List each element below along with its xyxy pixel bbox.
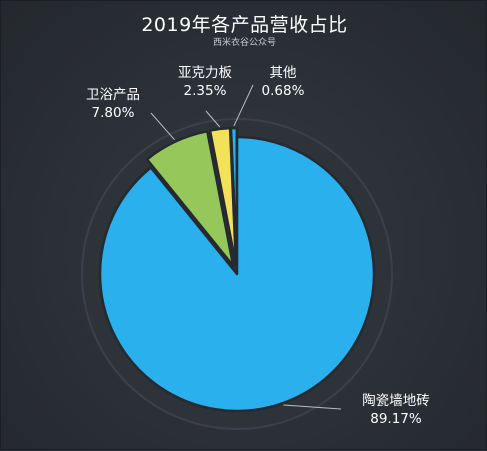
leader-line-4 xyxy=(233,84,254,127)
leader-line-2 xyxy=(150,112,175,141)
slice-name-label-3: 亚克力板 xyxy=(178,65,232,81)
slice-percent-label-1: 89.17% xyxy=(370,411,422,427)
pie-slice-4 xyxy=(229,126,239,267)
leader-line-3 xyxy=(205,110,221,128)
slice-name-label-2: 卫浴产品 xyxy=(86,87,140,103)
slice-percent-label-2: 7.80% xyxy=(92,105,135,121)
chart-title: 2019年各产品营收占比 xyxy=(141,14,348,36)
slice-name-label-1: 陶瓷墙地砖 xyxy=(362,393,430,409)
slice-percent-label-3: 2.35% xyxy=(184,83,227,99)
pie-slice-2 xyxy=(145,130,235,268)
slice-name-label-4: 其他 xyxy=(270,65,297,81)
chart-subtitle: 西米衣谷公众号 xyxy=(212,38,276,48)
slice-percent-label-4: 0.68% xyxy=(262,83,305,99)
pie-slice-1 xyxy=(98,135,376,413)
leader-line-1 xyxy=(283,404,342,410)
